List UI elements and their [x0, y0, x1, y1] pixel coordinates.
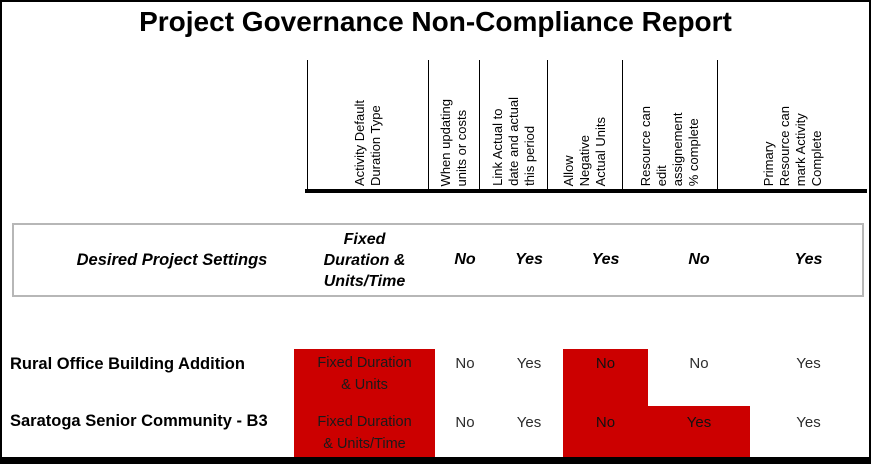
project-value-resource-edit: No [689, 355, 709, 372]
col-header-label: Link Actual to date and actual this peri… [489, 97, 537, 186]
project-value-allow-negative: No [563, 349, 648, 406]
project-value-link-actual: Yes [516, 414, 542, 431]
desired-value-resource-edit: No [688, 251, 710, 268]
project-value-duration-type: Fixed Duration & Units [294, 349, 435, 406]
col-header-when-updating-units-or-costs: When updating units or costs [428, 60, 479, 191]
project-row: Rural Office Building Addition Fixed Dur… [2, 349, 869, 406]
project-value-resource-edit: Yes [648, 406, 750, 458]
col-header-label: Resource can edit assignement % complete [638, 105, 701, 186]
col-header-activity-default-duration-type: Activity Default Duration Type [307, 60, 428, 191]
project-name: Rural Office Building Addition [10, 355, 245, 373]
col-header-resource-can-edit-assignment: Resource can edit assignement % complete [622, 60, 717, 191]
header-underline [305, 189, 867, 193]
project-value-allow-negative: No [563, 406, 648, 458]
col-header-label: When updating units or costs [438, 98, 469, 186]
col-header-primary-resource-mark-complete: Primary Resource can mark Activity Compl… [717, 60, 867, 191]
desired-settings-row: Desired Project Settings Fixed Duration … [12, 223, 864, 297]
project-row: Saratoga Senior Community - B3 Fixed Dur… [2, 406, 869, 458]
project-value-when-updating: No [455, 414, 475, 431]
desired-value-duration-type: Fixed Duration & Units/Time [323, 230, 406, 290]
desired-value-link-actual: Yes [515, 251, 543, 268]
report-title: Project Governance Non-Compliance Report [139, 6, 732, 37]
desired-value-primary-resource: Yes [794, 251, 823, 268]
table-bottom-rule [2, 457, 869, 462]
desired-value-allow-negative: Yes [591, 251, 620, 268]
col-header-label: Allow Negative Actual Units [561, 116, 608, 186]
col-header-label: Primary Resource can mark Activity Compl… [760, 105, 824, 186]
project-value-when-updating: No [455, 355, 475, 372]
project-value-duration-type: Fixed Duration & Units/Time [294, 406, 435, 458]
project-value-primary-resource: Yes [796, 355, 821, 372]
desired-settings-label: Desired Project Settings [76, 250, 268, 269]
col-header-allow-negative-actual-units: Allow Negative Actual Units [547, 60, 622, 191]
project-value-link-actual: Yes [516, 355, 542, 372]
project-name: Saratoga Senior Community - B3 [10, 412, 268, 430]
project-value-primary-resource: Yes [796, 414, 821, 431]
col-header-link-actual-to-date: Link Actual to date and actual this peri… [479, 60, 547, 191]
col-header-label: Activity Default Duration Type [352, 100, 383, 186]
desired-value-when-updating: No [454, 251, 476, 268]
